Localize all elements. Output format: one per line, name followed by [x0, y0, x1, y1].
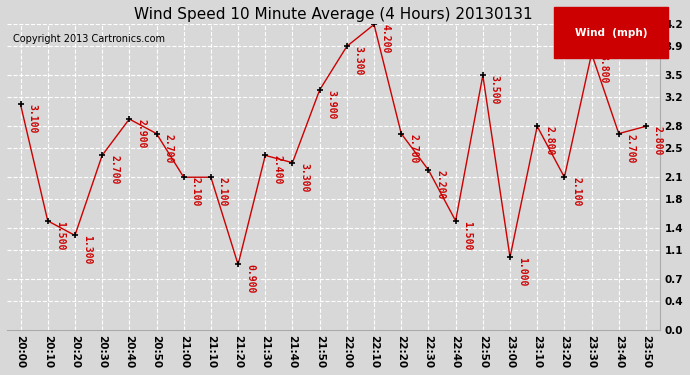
Text: 0.900: 0.900: [245, 264, 255, 294]
Text: 2.700: 2.700: [109, 155, 119, 185]
Text: Wind  (mph): Wind (mph): [575, 27, 647, 38]
Text: 2.700: 2.700: [164, 134, 173, 163]
Text: 2.200: 2.200: [435, 170, 445, 200]
Text: 3.300: 3.300: [299, 163, 309, 192]
Text: 1.500: 1.500: [462, 221, 473, 250]
Text: Copyright 2013 Cartronics.com: Copyright 2013 Cartronics.com: [14, 34, 166, 44]
Text: 3.300: 3.300: [354, 46, 364, 76]
Text: 1.000: 1.000: [517, 257, 527, 286]
Text: 3.900: 3.900: [326, 90, 337, 119]
Text: 4.200: 4.200: [381, 24, 391, 54]
Text: 3.500: 3.500: [490, 75, 500, 105]
Text: 3.800: 3.800: [598, 54, 609, 83]
Text: 2.400: 2.400: [273, 155, 282, 185]
Text: 2.800: 2.800: [544, 126, 554, 156]
Text: 3.100: 3.100: [28, 105, 37, 134]
Text: 2.700: 2.700: [408, 134, 418, 163]
Text: 2.700: 2.700: [626, 134, 635, 163]
Text: 2.800: 2.800: [653, 126, 663, 156]
Text: 1.300: 1.300: [82, 236, 92, 265]
Text: 2.100: 2.100: [190, 177, 201, 207]
Text: 2.100: 2.100: [218, 177, 228, 207]
Title: Wind Speed 10 Minute Average (4 Hours) 20130131: Wind Speed 10 Minute Average (4 Hours) 2…: [134, 7, 533, 22]
Text: 2.100: 2.100: [571, 177, 582, 207]
Text: 1.500: 1.500: [55, 221, 65, 250]
Text: 2.900: 2.900: [136, 119, 146, 148]
